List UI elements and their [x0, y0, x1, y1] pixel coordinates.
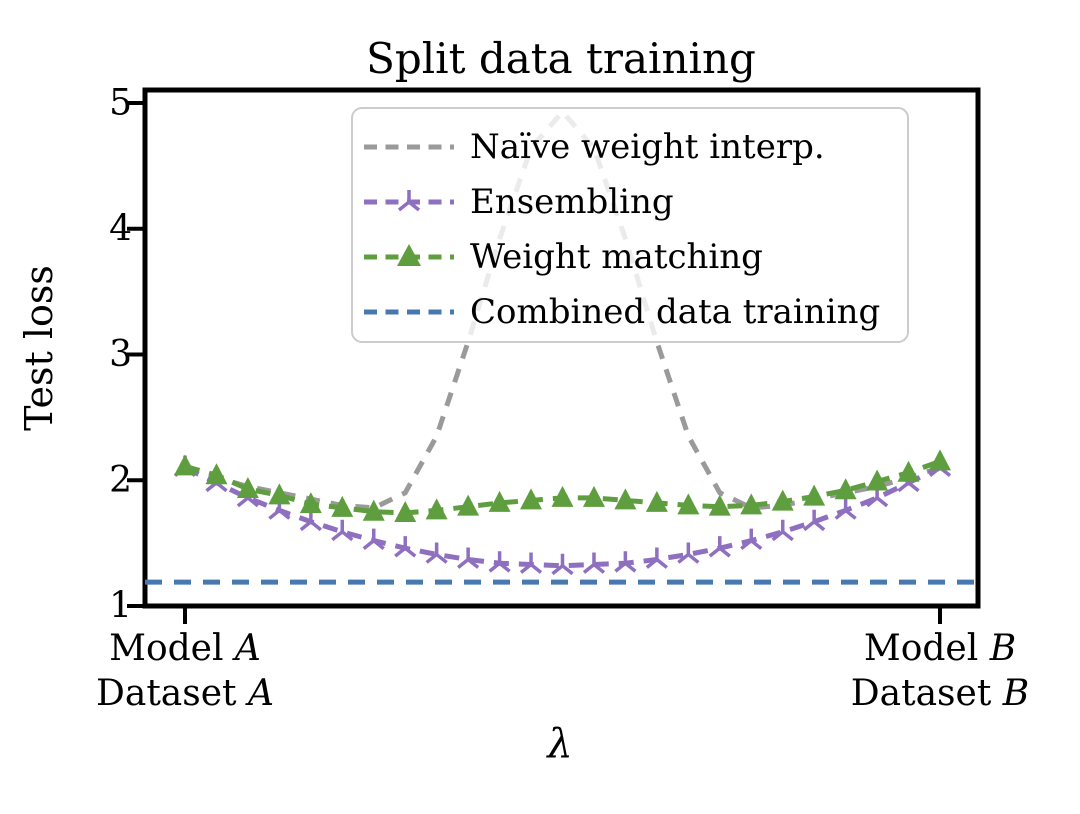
triangle-marker-icon: [268, 483, 291, 505]
triangle-marker-icon: [677, 493, 700, 515]
tri-up-marker-icon: [394, 536, 417, 558]
tri-up-marker-icon: [645, 547, 668, 569]
tri-up-marker-icon: [740, 528, 763, 550]
tri-up-marker-icon: [362, 528, 385, 550]
triangle-marker-icon: [582, 485, 605, 507]
series-line-ensembling: [183, 465, 942, 569]
triangle-marker-icon: [425, 498, 448, 520]
triangle-marker-icon: [614, 488, 637, 510]
x-tick-label-right-line2: Dataset B: [851, 673, 1029, 714]
triangle-marker-icon: [866, 469, 889, 491]
legend-label-combined: Combined data training: [470, 292, 880, 332]
triangle-marker-icon: [488, 490, 511, 512]
triangle-marker-icon: [299, 492, 322, 514]
tri-up-marker-icon: [614, 551, 637, 573]
tri-up-marker-icon: [425, 542, 448, 564]
y-tick-label-3: 3: [109, 334, 132, 375]
legend-label-naive: Naïve weight interp.: [470, 127, 825, 167]
triangle-marker-icon: [771, 489, 794, 511]
triangle-marker-icon: [174, 454, 196, 476]
triangle-marker-icon: [897, 460, 920, 482]
tri-up-marker-icon: [331, 519, 354, 542]
plot-border: [142, 87, 981, 609]
tri-up-marker-icon: [488, 551, 511, 573]
triangle-marker-icon: [394, 500, 417, 522]
x-axis-label: λ: [545, 721, 572, 767]
triangle-marker-icon: [708, 494, 731, 516]
triangle-marker-icon: [740, 493, 763, 515]
series-layer: [145, 107, 978, 585]
legend-marker-tri-up-icon: [397, 190, 421, 212]
tri-up-marker-icon: [551, 553, 574, 576]
tri-up-marker-icon: [582, 552, 606, 574]
y-tick-marks: [127, 101, 145, 608]
y-axis-label: Test loss: [17, 265, 61, 431]
x-tick-marks: [183, 606, 942, 624]
tri-up-marker-icon: [457, 547, 480, 569]
tri-up-marker-icon: [708, 536, 731, 558]
y-tick-label-5: 5: [109, 83, 132, 124]
y-tick-label-1: 1: [109, 586, 132, 627]
y-tick-label-2: 2: [109, 460, 132, 501]
x-tick-label-right-line1: Model B: [864, 628, 1016, 669]
triangle-marker-icon: [551, 485, 574, 507]
triangle-marker-icon: [520, 488, 543, 510]
triangle-marker-icon: [236, 477, 259, 499]
tri-up-marker-icon: [519, 552, 543, 574]
tri-up-marker-icon: [677, 542, 700, 564]
legend-box: [351, 107, 909, 343]
legend-marker-triangle-icon: [397, 244, 421, 266]
legend-label-weight-matching: Weight matching: [470, 237, 763, 277]
x-tick-label-left-line1: Model A: [109, 628, 261, 669]
triangle-marker-icon: [331, 495, 354, 517]
triangle-marker-icon: [929, 449, 951, 471]
triangle-marker-icon: [205, 463, 228, 485]
legend-label-ensembling: Ensembling: [470, 182, 674, 222]
y-tick-label-4: 4: [109, 208, 132, 249]
chart-title: Split data training: [366, 34, 756, 83]
legend: Naïve weight interp. Ensembling Weight m…: [351, 107, 909, 343]
tri-up-marker-icon: [771, 519, 794, 542]
triangle-marker-icon: [803, 484, 826, 506]
triangle-marker-icon: [457, 494, 480, 516]
triangle-marker-icon: [645, 490, 668, 512]
triangle-marker-icon: [362, 499, 385, 521]
tri-up-marker-icon: [834, 498, 857, 520]
triangle-marker-icon: [834, 478, 857, 500]
x-tick-label-left-line2: Dataset A: [96, 673, 274, 714]
tri-up-marker-icon: [803, 509, 826, 532]
